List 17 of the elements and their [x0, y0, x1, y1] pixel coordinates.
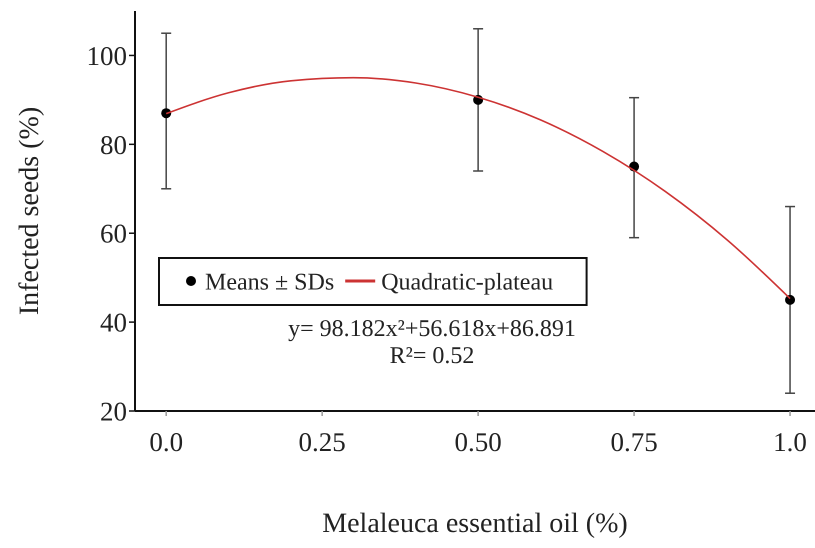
x-tick-label: 0.25 [298, 427, 346, 457]
y-tick-label: 100 [86, 40, 127, 71]
y-tick-label: 80 [100, 130, 127, 160]
y-axis-title: Infected seeds (%) [14, 106, 45, 316]
annotation: R²= 0.52 [390, 343, 474, 369]
x-tick-label: 0.0 [149, 427, 184, 457]
legend-label: Means ± SDs [205, 269, 334, 296]
y-tick-label: 20 [100, 396, 127, 426]
x-axis-title: Melaleuca essential oil (%) [322, 508, 628, 539]
y-tick-label: 40 [100, 308, 127, 338]
x-tick-label: 1.0 [773, 427, 807, 457]
x-tick-label: 0.75 [610, 427, 658, 457]
x-tick-label: 0.50 [454, 427, 502, 457]
point [785, 294, 796, 305]
annotation: y= 98.182x²+56.618x+86.891 [288, 316, 576, 342]
legend-label: Quadratic-plateau [381, 269, 554, 296]
y-tick-label: 60 [100, 218, 127, 249]
